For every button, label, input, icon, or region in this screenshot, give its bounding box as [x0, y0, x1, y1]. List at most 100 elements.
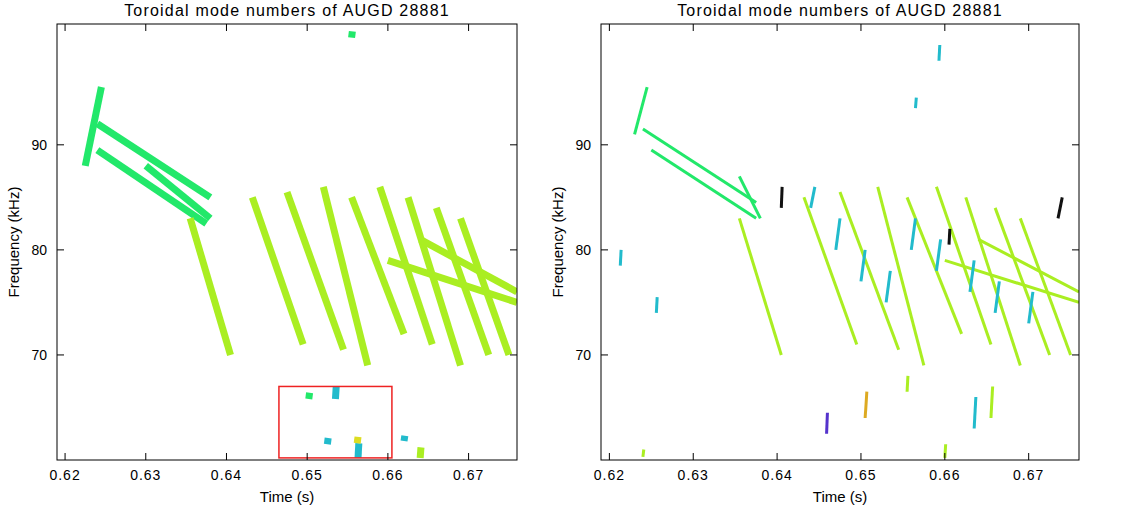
x-tick [65, 453, 66, 460]
y-tick-label: 90 [575, 137, 591, 153]
mode-streak [948, 229, 952, 245]
x-tick-label: 0.67 [453, 467, 484, 483]
mode-streak [865, 392, 867, 418]
mode-streak [146, 166, 211, 219]
x-tick-label: 0.65 [292, 467, 323, 483]
y-tick-label: 70 [575, 347, 591, 363]
mode-streak [655, 297, 659, 313]
x-tick-label: 0.66 [929, 467, 960, 483]
mode-streak [995, 208, 1050, 355]
x-axis-title: Time (s) [260, 488, 314, 505]
y-tick [510, 249, 517, 250]
frame [57, 24, 517, 460]
mode-streak [287, 192, 343, 350]
x-tick [226, 24, 227, 31]
mode-streak [978, 239, 1079, 292]
x-tick [145, 24, 146, 31]
mode-streak [355, 443, 363, 458]
title: Toroidal mode numbers of AUGD 28881 [677, 2, 1003, 19]
mode-streak [417, 447, 425, 458]
mode-streak [305, 393, 313, 399]
mode-streak [878, 187, 924, 366]
x-tick [65, 24, 66, 31]
y-axis-title: Frequency (kHz) [549, 187, 566, 298]
mode-streak [190, 218, 230, 355]
y-tick [57, 249, 64, 250]
highlight-box [279, 386, 392, 457]
x-tick-label: 0.65 [845, 467, 876, 483]
y-tick [510, 144, 517, 145]
plot-area [57, 31, 517, 460]
x-tick [468, 24, 469, 31]
mode-streak [886, 271, 890, 303]
mode-streak [97, 150, 206, 224]
mode-streak [937, 45, 941, 61]
mode-streak [651, 150, 756, 218]
x-tick [1028, 24, 1029, 31]
mode-streak [324, 438, 332, 444]
y-tick [601, 249, 608, 250]
mode-streak [811, 187, 815, 208]
mode-streak [1029, 292, 1033, 324]
y-tick-label: 70 [31, 347, 47, 363]
mode-streak [401, 436, 409, 441]
plot-area [620, 45, 1079, 458]
x-tick [860, 453, 861, 460]
x-tick-label: 0.62 [49, 467, 80, 483]
x-axis-title: Time (s) [813, 488, 867, 505]
x-tick-label: 0.67 [1013, 467, 1044, 483]
mode-streak [388, 260, 517, 302]
mode-streak [936, 239, 940, 271]
mode-streak [739, 218, 781, 355]
panel: 0.620.630.640.650.660.67708090Toroidal m… [549, 2, 1079, 505]
mode-streak [945, 260, 1079, 302]
y-tick [601, 354, 608, 355]
x-tick [693, 24, 694, 31]
y-tick [510, 354, 517, 355]
mode-streak [643, 129, 756, 203]
x-tick-label: 0.66 [372, 467, 403, 483]
x-tick [693, 453, 694, 460]
mode-streak [974, 397, 976, 429]
x-tick [1028, 453, 1029, 460]
panel: 0.620.630.640.650.660.67708090Toroidal m… [5, 2, 517, 505]
x-tick [226, 453, 227, 460]
mode-streak [840, 192, 899, 350]
x-tick [145, 453, 146, 460]
frame [601, 24, 1079, 460]
y-tick [1072, 354, 1079, 355]
x-tick-label: 0.63 [130, 467, 161, 483]
mode-streak [348, 31, 356, 37]
mode-streak [914, 98, 918, 109]
mode-streak [906, 376, 910, 392]
y-tick-label: 90 [31, 137, 47, 153]
x-tick [860, 24, 861, 31]
mode-streak [332, 386, 340, 399]
y-axis-title: Frequency (kHz) [5, 187, 22, 298]
x-tick [777, 453, 778, 460]
x-tick [387, 453, 388, 460]
x-tick [307, 453, 308, 460]
x-tick-label: 0.62 [594, 467, 625, 483]
x-tick [944, 453, 945, 460]
y-tick [57, 354, 64, 355]
mode-streak [619, 250, 623, 266]
mode-streak [780, 187, 784, 208]
mode-streak [907, 197, 962, 334]
x-tick [307, 24, 308, 31]
mode-streak [825, 413, 829, 434]
y-tick [1072, 249, 1079, 250]
x-tick [944, 24, 945, 31]
y-tick [601, 144, 608, 145]
x-tick-label: 0.63 [678, 467, 709, 483]
mode-streak [991, 386, 993, 418]
mode-streak [970, 260, 974, 292]
x-tick [609, 24, 610, 31]
mode-streak [995, 281, 999, 313]
mode-streak [739, 176, 760, 218]
y-tick [1072, 144, 1079, 145]
mode-streak [836, 218, 840, 250]
mode-streak [354, 437, 362, 443]
figure: 0.620.630.640.650.660.67708090Toroidal m… [0, 0, 1128, 524]
x-tick-label: 0.64 [761, 467, 792, 483]
